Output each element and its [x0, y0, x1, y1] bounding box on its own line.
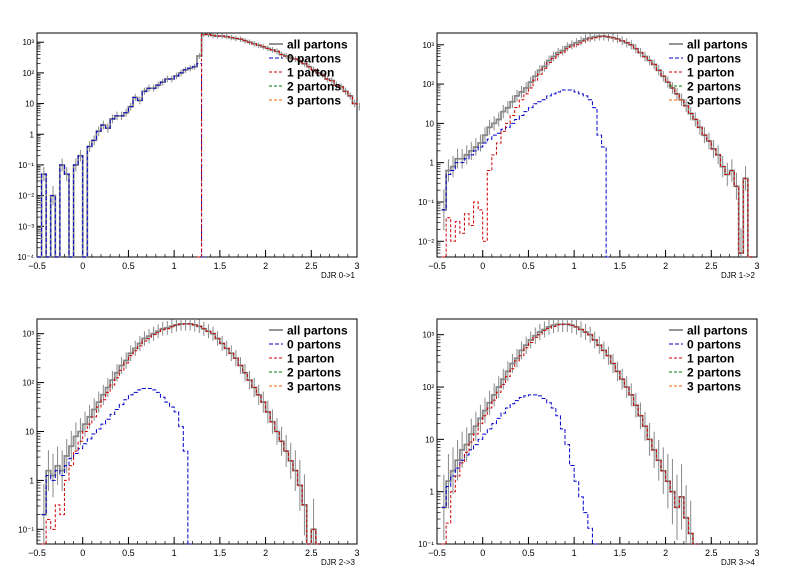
x-tick-label: 0	[80, 261, 85, 271]
y-tick-label: 10⁻²	[418, 237, 434, 246]
legend-entry: 2 partons	[687, 80, 741, 94]
legend-entry: 1 parton	[687, 352, 734, 366]
x-axis-label: DJR 2->3	[321, 558, 356, 567]
x-axis-label: DJR 3->4	[721, 558, 756, 567]
x-tick-label: 1.5	[614, 548, 627, 558]
panel-2: −0.5 0 0.5 1 1.5 2 2.5 3 10⁻² 10⁻¹ 1 10 10² 10³ DJR 1-…	[418, 32, 760, 280]
y-tick-label: 10³	[422, 41, 434, 50]
legend-entry: all partons	[687, 38, 748, 52]
y-tick-label: 10³	[422, 331, 434, 340]
x-tick-label: −0.5	[28, 548, 46, 558]
x-tick-label: 0.5	[522, 261, 535, 271]
x-tick-label: 0.5	[522, 548, 535, 558]
y-tick-label: 10⁻¹	[18, 525, 34, 534]
panel-3: −0.5 0 0.5 1 1.5 2 2.5 3 10⁻¹ 1 10 10² 10³ DJR 2->3 al…	[18, 318, 360, 567]
panel-1: −0.5 0 0.5 1 1.5 2 2.5 3 10⁻⁴ 10⁻³ 10⁻² 10⁻¹ 1 10 10² 1…	[17, 32, 360, 280]
x-tick-label: 3	[754, 261, 759, 271]
y-tick-label: 10²	[22, 69, 34, 78]
y-tick-label: 10⁻²	[18, 192, 34, 201]
legend-entry: 0 partons	[287, 338, 341, 352]
x-tick-label: −0.5	[428, 548, 446, 558]
y-tick-label: 1	[30, 476, 35, 485]
legend-entry: 3 partons	[287, 380, 341, 394]
x-tick-label: 1	[172, 261, 177, 271]
legend-entry: 3 partons	[287, 94, 341, 108]
legend-entry: 0 partons	[687, 52, 741, 66]
legend-entry: 3 partons	[687, 380, 741, 394]
x-tick-label: 3	[354, 548, 359, 558]
y-tick-label: 10²	[422, 383, 434, 392]
x-tick-label: 3	[354, 261, 359, 271]
series-all-partons	[441, 35, 753, 258]
x-tick-label: 0	[480, 261, 485, 271]
series-1-parton	[441, 35, 753, 258]
x-tick-label: 2.5	[305, 548, 318, 558]
y-tick-label: 10	[425, 119, 434, 128]
y-tick-label: 10³	[22, 330, 34, 339]
legend-entry: 2 partons	[287, 80, 341, 94]
y-tick-label: 1	[30, 130, 35, 139]
x-tick-label: 0	[480, 548, 485, 558]
legend-entry: 2 partons	[687, 366, 741, 380]
x-tick-label: −0.5	[28, 261, 46, 271]
legend-entry: 3 partons	[687, 94, 741, 108]
y-tick-label: 10⁻³	[18, 222, 34, 231]
y-tick-label: 10⁻¹	[18, 161, 34, 170]
legend-entry: 1 parton	[287, 352, 334, 366]
series-0-partons	[37, 63, 207, 258]
series-0-partons	[441, 394, 597, 545]
series-1-parton	[197, 34, 358, 258]
legend-entry: all partons	[687, 324, 748, 338]
legend-entry: all partons	[287, 38, 348, 52]
x-tick-label: 2.5	[705, 261, 718, 271]
y-tick-label: 10⁻¹	[418, 198, 434, 207]
y-tick-label: 10⁻⁴	[17, 253, 34, 262]
x-tick-label: 1.5	[214, 261, 227, 271]
y-tick-label: 1	[430, 488, 435, 497]
x-axis-label: DJR 0->1	[321, 271, 356, 280]
legend-entry: 0 partons	[287, 52, 341, 66]
x-tick-label: 2	[263, 548, 268, 558]
x-tick-label: 0.5	[122, 548, 135, 558]
x-tick-label: 1.5	[214, 548, 227, 558]
x-tick-label: 1.5	[614, 261, 627, 271]
panel-4: −0.5 0 0.5 1 1.5 2 2.5 3 10⁻¹ 1 10 10² 10³ DJR 3->4 al…	[418, 318, 760, 567]
y-tick-label: 10³	[22, 38, 34, 47]
x-tick-label: 3	[754, 548, 759, 558]
series-1-parton	[41, 323, 321, 545]
x-tick-label: 1	[572, 261, 577, 271]
y-tick-label: 10	[425, 435, 434, 444]
x-tick-label: 2.5	[305, 261, 318, 271]
x-tick-label: 2	[263, 261, 268, 271]
legend-entry: 2 partons	[287, 366, 341, 380]
y-tick-label: 10	[25, 100, 34, 109]
legend-entry: 0 partons	[687, 338, 741, 352]
y-tick-label: 10	[25, 428, 34, 437]
legend-entry: all partons	[287, 324, 348, 338]
x-tick-label: 0.5	[122, 261, 135, 271]
x-tick-label: 0	[80, 548, 85, 558]
series-1-parton	[441, 323, 698, 545]
y-tick-label: 10⁻¹	[418, 540, 434, 549]
x-tick-label: −0.5	[428, 261, 446, 271]
legend-entry: 1 parton	[687, 66, 734, 80]
x-tick-label: 2	[663, 261, 668, 271]
x-tick-label: 1	[172, 548, 177, 558]
y-tick-label: 10²	[422, 80, 434, 89]
y-tick-label: 1	[430, 159, 435, 168]
plot-frame	[436, 32, 758, 258]
y-tick-label: 10²	[22, 379, 34, 388]
x-tick-label: 1	[572, 548, 577, 558]
series-0-partons	[441, 89, 611, 258]
x-axis-label: DJR 1->2	[721, 271, 756, 280]
x-tick-label: 2	[663, 548, 668, 558]
x-tick-label: 2.5	[705, 548, 718, 558]
legend-entry: 1 parton	[287, 66, 334, 80]
series-0-partons	[41, 387, 193, 545]
